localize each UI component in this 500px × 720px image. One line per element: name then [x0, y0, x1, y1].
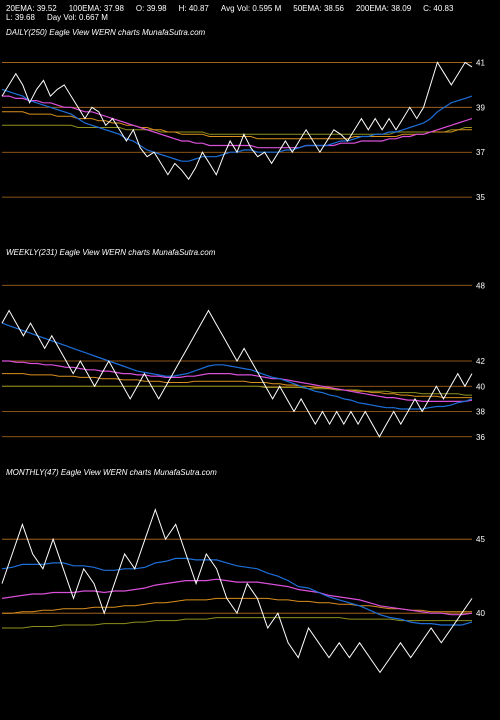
open-label: O: 39.98: [136, 4, 167, 13]
high-label: H: 40.87: [179, 4, 209, 13]
avgvol-label: Avg Vol: 0.595 M: [221, 4, 281, 13]
low-label: L: 39.68: [6, 13, 35, 22]
weekly-title: WEEKLY(231) Eagle View WERN charts Munaf…: [0, 246, 221, 259]
ema50-label: 50EMA: 38.56: [293, 4, 344, 13]
monthly-chart: MONTHLY(47) Eagle View WERN charts Munaf…: [0, 466, 500, 706]
daily-title: DAILY(250) Eagle View WERN charts Munafa…: [0, 26, 211, 39]
svg-text:36: 36: [476, 433, 485, 442]
close-label: C: 40.83: [423, 4, 453, 13]
svg-text:38: 38: [476, 408, 485, 417]
svg-text:48: 48: [476, 281, 485, 290]
svg-text:45: 45: [476, 535, 485, 544]
dayvol-label: Day Vol: 0.667 M: [47, 13, 108, 22]
svg-text:39: 39: [476, 103, 485, 112]
ema100-label: 100EMA: 37.98: [69, 4, 124, 13]
svg-text:41: 41: [476, 58, 485, 67]
svg-text:42: 42: [476, 357, 485, 366]
weekly-chart: WEEKLY(231) Eagle View WERN charts Munaf…: [0, 246, 500, 466]
ema20-label: 20EMA: 39.52: [6, 4, 57, 13]
daily-chart: DAILY(250) Eagle View WERN charts Munafa…: [0, 26, 500, 246]
monthly-title: MONTHLY(47) Eagle View WERN charts Munaf…: [0, 466, 223, 479]
svg-text:35: 35: [476, 193, 485, 202]
ema200-label: 200EMA: 38.09: [356, 4, 411, 13]
svg-text:37: 37: [476, 148, 485, 157]
indicator-header: 20EMA: 39.52 100EMA: 37.98 O: 39.98 H: 4…: [0, 0, 500, 26]
svg-text:40: 40: [476, 609, 485, 618]
svg-text:40: 40: [476, 382, 485, 391]
